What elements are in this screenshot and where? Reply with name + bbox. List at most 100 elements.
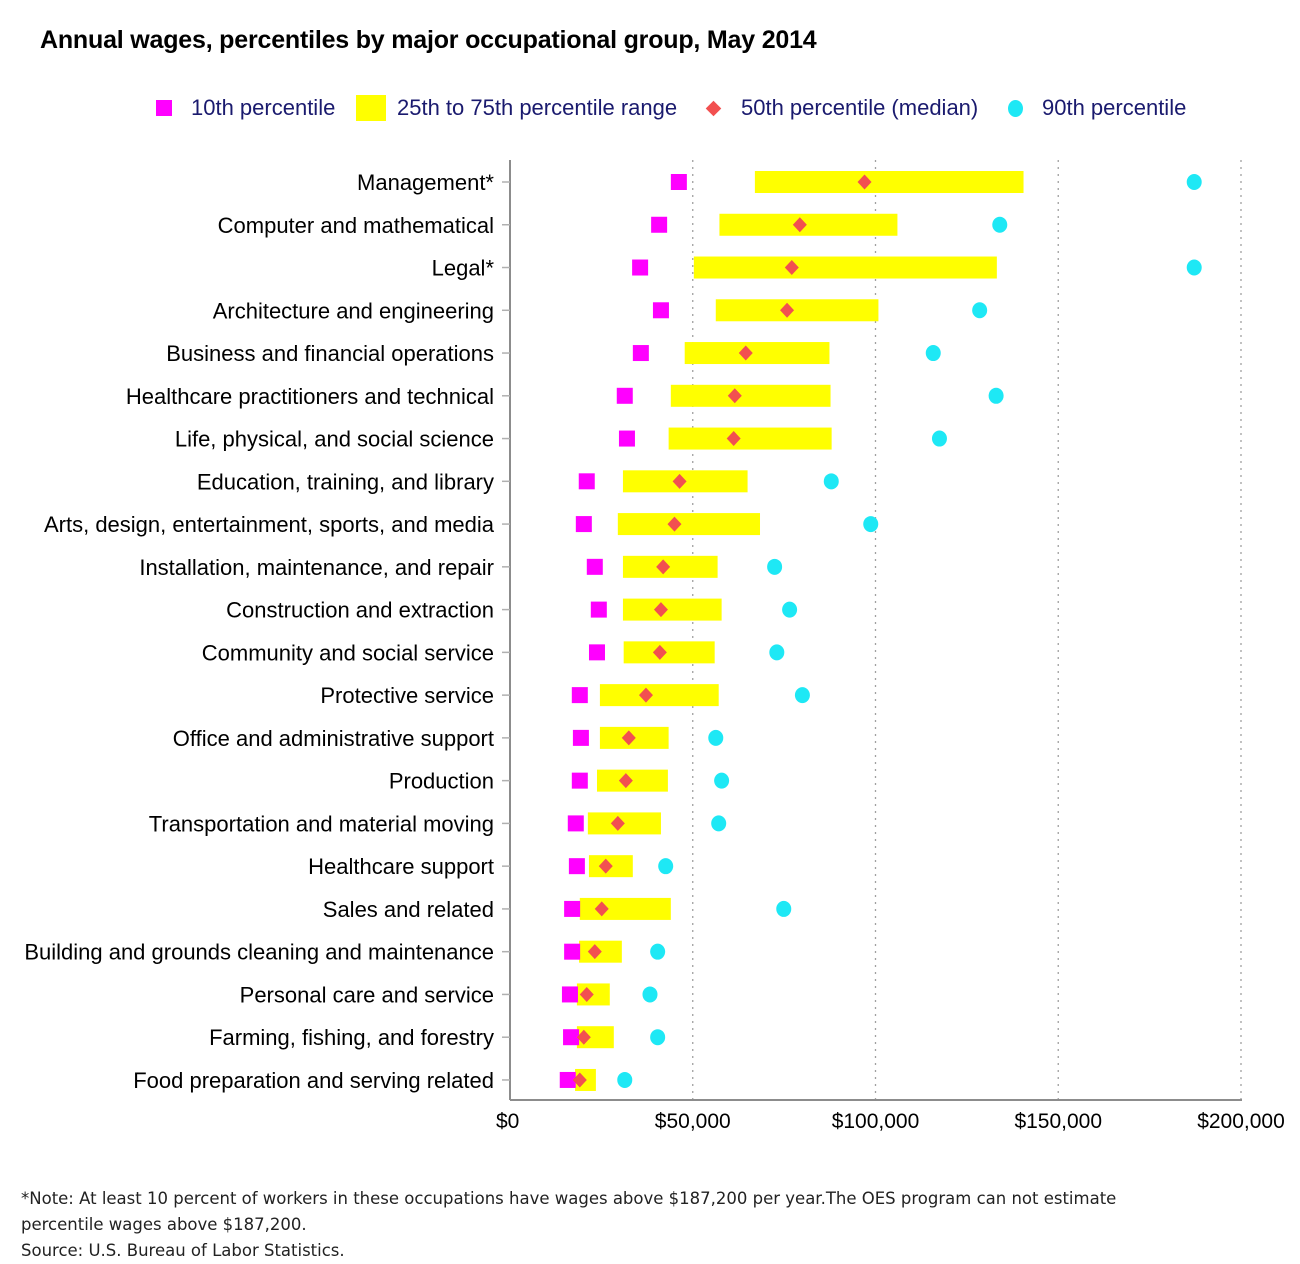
category-row [588, 641, 785, 664]
p90-marker [1186, 259, 1202, 276]
p10-marker [571, 687, 588, 704]
p90-marker [925, 345, 941, 362]
p10-marker [567, 815, 584, 832]
p90-marker [931, 430, 947, 447]
square-marker-icon [156, 100, 172, 116]
median-marker [784, 260, 799, 276]
category-row [564, 940, 666, 963]
p10-marker [590, 601, 607, 618]
category-label: Sales and related [323, 897, 494, 922]
p90-marker [863, 516, 879, 533]
category-label: Business and financial operations [166, 341, 494, 366]
median-marker [638, 687, 653, 703]
p10-marker [575, 516, 592, 533]
p90-marker [776, 900, 792, 917]
p90-marker [794, 687, 810, 704]
p10-marker [561, 986, 578, 1003]
legend-label: 10th percentile [191, 95, 336, 120]
p90-marker [972, 302, 988, 319]
median-marker [587, 944, 602, 960]
p90-marker [992, 216, 1008, 233]
category-label: Office and administrative support [173, 726, 494, 751]
median-marker [572, 1072, 587, 1088]
iqr-bar [684, 342, 830, 365]
median-marker [656, 559, 671, 575]
category-row [670, 171, 1202, 193]
median-marker [667, 516, 682, 532]
category-label: Protective service [320, 683, 494, 708]
legend-item-p10: 10th percentile [156, 92, 335, 124]
p10-marker [572, 729, 589, 746]
data-marks [559, 171, 1202, 1091]
category-row [616, 384, 1004, 407]
note-line-1: *Note: At least 10 percent of workers in… [21, 1189, 1117, 1208]
category-label: Healthcare practitioners and technical [126, 384, 494, 409]
p90-marker [642, 986, 658, 1003]
category-label: Food preparation and serving related [133, 1068, 494, 1093]
category-row [618, 427, 947, 450]
p10-marker [670, 174, 687, 190]
iqr-bar [754, 171, 1024, 193]
category-label: Architecture and engineering [213, 298, 494, 323]
category-row [575, 513, 879, 536]
p90-marker [823, 473, 839, 490]
p10-marker [563, 1029, 580, 1046]
source-line: Source: U.S. Bureau of Labor Statistics. [21, 1241, 345, 1260]
legend-item-p50: 50th percentile (median) [705, 92, 979, 124]
category-row [561, 983, 658, 1006]
p10-marker [564, 900, 581, 917]
category-label: Arts, design, entertainment, sports, and… [44, 512, 495, 537]
p90-marker [782, 601, 798, 618]
category-label: Production [389, 769, 494, 794]
legend-label: 90th percentile [1042, 95, 1187, 120]
median-marker [780, 302, 795, 318]
p10-marker [571, 772, 588, 789]
iqr-bar [617, 513, 761, 536]
p10-marker [559, 1071, 576, 1088]
p10-marker [578, 473, 595, 490]
p10-marker [568, 858, 585, 875]
median-marker [738, 345, 753, 361]
note-line-2: percentile wages above $187,200. [21, 1215, 307, 1234]
category-label: Construction and extraction [226, 598, 494, 623]
category-row [568, 855, 674, 878]
category-label: Management* [357, 170, 494, 195]
category-label: Transportation and material moving [149, 811, 494, 836]
category-row [632, 256, 1202, 279]
legend-label: 25th to 75th percentile range [397, 95, 678, 120]
axes [502, 160, 1242, 1101]
category-label: Installation, maintenance, and repair [139, 555, 494, 580]
category-row [651, 213, 1008, 236]
category-row [567, 812, 727, 835]
iqr-bar [719, 213, 898, 236]
legend-label: 50th percentile (median) [741, 95, 979, 120]
category-row [572, 726, 724, 749]
category-label: Education, training, and library [197, 469, 494, 494]
bar-marker-icon [356, 95, 386, 121]
category-row [559, 1068, 633, 1091]
category-label: Community and social service [202, 640, 494, 665]
p90-marker [650, 943, 666, 960]
median-marker [857, 174, 872, 190]
iqr-bar [599, 684, 719, 707]
category-row [578, 470, 839, 493]
p10-marker [588, 644, 605, 661]
median-marker [726, 431, 741, 447]
p90-marker [711, 815, 727, 832]
category-row [652, 299, 988, 322]
p10-marker [616, 387, 633, 404]
category-row [586, 555, 783, 578]
iqr-bar [668, 427, 832, 450]
p10-marker [618, 430, 635, 447]
p90-marker [1186, 174, 1202, 190]
category-label: Personal care and service [240, 982, 494, 1007]
p90-marker [650, 1029, 666, 1046]
iqr-bar [622, 598, 722, 621]
p90-marker [767, 558, 783, 575]
category-row [571, 684, 810, 707]
legend-item-p90: 90th percentile [1008, 92, 1186, 124]
footnotes: *Note: At least 10 percent of workers in… [21, 1186, 1281, 1264]
category-row [571, 769, 730, 792]
category-row [590, 598, 798, 621]
